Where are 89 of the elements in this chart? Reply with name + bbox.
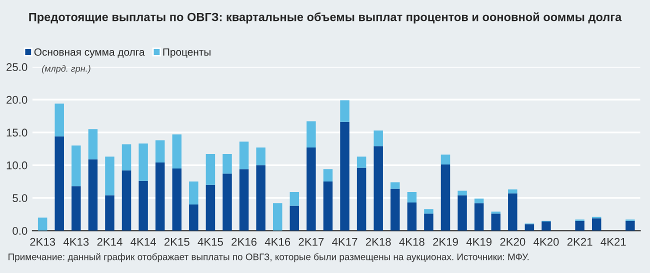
bar: [440, 164, 450, 231]
bar: [239, 142, 249, 170]
x-tick-label: 4K15: [198, 238, 223, 246]
bar: [206, 154, 216, 185]
bar: [356, 168, 366, 231]
bar: [440, 154, 450, 165]
bar: [290, 192, 300, 206]
y-tick-label: 10.0: [6, 161, 28, 170]
bar: [138, 180, 148, 231]
y-axis-title: (млрд. грн.): [42, 65, 90, 74]
bar: [189, 204, 198, 231]
bar: [306, 147, 316, 231]
x-tick-label: 4K19: [466, 238, 492, 246]
bar: [390, 182, 400, 189]
bar: [356, 156, 366, 168]
y-tick-label: 25.0: [6, 63, 28, 72]
bar: [189, 182, 198, 204]
bar: [72, 186, 81, 231]
bar: [105, 156, 114, 196]
bar: [374, 130, 383, 146]
bar: [290, 206, 300, 231]
x-tick-label: 4K18: [399, 238, 424, 246]
bar: [88, 129, 98, 160]
bar: [88, 159, 98, 231]
bar: [256, 147, 266, 166]
y-tick-label: 15.0: [6, 128, 28, 137]
legend-label: Основная сумма долга: [34, 48, 145, 58]
bar: [424, 214, 434, 231]
x-tick-label: 2K16: [232, 238, 257, 246]
bar: [172, 134, 182, 168]
bar: [340, 122, 350, 231]
bar: [508, 193, 518, 231]
bar: [38, 218, 48, 231]
bar: [155, 162, 165, 231]
bar: [390, 188, 400, 231]
bar: [122, 144, 132, 170]
x-tick-label: 4K21: [600, 238, 626, 246]
x-tick-label: 2K15: [164, 238, 190, 246]
x-tick-label: 2K21: [567, 238, 592, 246]
bar: [474, 203, 484, 231]
bar: [491, 214, 500, 231]
x-tick-label: 4K17: [332, 238, 358, 246]
bar: [155, 140, 165, 163]
bar: [222, 174, 232, 231]
bar: [407, 202, 417, 231]
bar: [626, 220, 635, 231]
bar: [256, 165, 266, 231]
bar: [54, 136, 64, 231]
bar: [122, 170, 132, 231]
bar: [54, 104, 64, 136]
bar: [407, 192, 417, 203]
bar: [239, 169, 249, 231]
bar: [323, 182, 333, 231]
text: Примечание: данный график отображает выплаты по ОВГЗ, которые были размещены на аукционах. Источники: МФУ.: [8, 253, 529, 262]
bar: [138, 144, 148, 181]
x-tick-label: 2K19: [433, 238, 458, 246]
bar: [592, 218, 602, 231]
bar: [542, 222, 551, 231]
y-tick-label: 0.0: [12, 226, 28, 235]
bar: [273, 203, 282, 231]
x-tick-label: 4K20: [534, 238, 559, 246]
bar: [105, 195, 114, 231]
y-tick-label: 5.0: [12, 194, 28, 202]
x-tick-label: 2K18: [366, 238, 391, 246]
x-tick-label: 2K20: [500, 238, 526, 246]
x-tick-label: 2K14: [97, 238, 122, 246]
x-tick-label: 2K17: [298, 238, 324, 246]
legend-label: Проценты: [163, 48, 210, 58]
bar: [524, 224, 534, 231]
bar: [222, 154, 232, 174]
chart-title: Предотоящие выплаты по ОВГЗ: квартальные объемы выплат процентов и ооновной ооммы долга: [29, 12, 622, 24]
bar: [575, 220, 584, 231]
bar: [172, 168, 182, 231]
x-tick-label: 2K13: [30, 238, 56, 246]
bar: [323, 169, 333, 182]
bar: [424, 209, 434, 214]
y-tick-label: 20.0: [6, 96, 28, 104]
x-tick-label: 4K16: [264, 238, 290, 246]
bar: [306, 121, 316, 148]
bar: [374, 146, 383, 231]
x-tick-label: 4K14: [130, 238, 156, 246]
bar: [474, 198, 484, 204]
bar: [206, 184, 216, 231]
bar: [72, 146, 81, 186]
bar: [458, 195, 467, 231]
bar: [340, 100, 350, 122]
bar: [458, 190, 467, 196]
bar: [508, 189, 518, 194]
x-tick-label: 4K13: [63, 238, 89, 246]
